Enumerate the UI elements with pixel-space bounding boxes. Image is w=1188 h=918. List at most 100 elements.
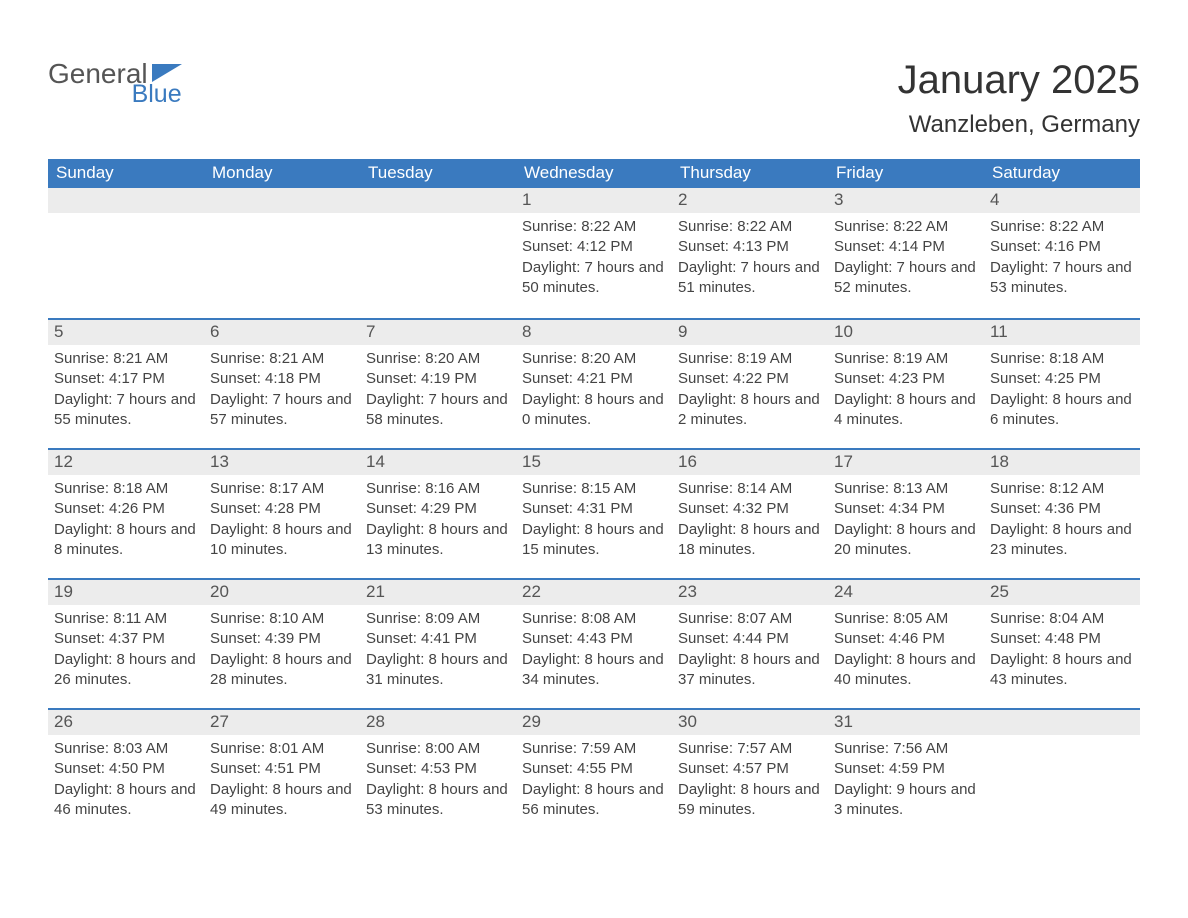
day-body: Sunrise: 8:22 AMSunset: 4:14 PMDaylight:… bbox=[828, 213, 984, 316]
day-cell: 31Sunrise: 7:56 AMSunset: 4:59 PMDayligh… bbox=[828, 710, 984, 838]
day-number: 30 bbox=[672, 710, 828, 735]
day-body: Sunrise: 8:19 AMSunset: 4:23 PMDaylight:… bbox=[828, 345, 984, 448]
day-number: 21 bbox=[360, 580, 516, 605]
day-number: 17 bbox=[828, 450, 984, 475]
day-body: Sunrise: 7:56 AMSunset: 4:59 PMDaylight:… bbox=[828, 735, 984, 838]
sunrise-line: Sunrise: 8:22 AM bbox=[834, 217, 978, 237]
day-number: 29 bbox=[516, 710, 672, 735]
day-body: Sunrise: 8:21 AMSunset: 4:17 PMDaylight:… bbox=[48, 345, 204, 448]
day-number: 6 bbox=[204, 320, 360, 345]
day-number: 9 bbox=[672, 320, 828, 345]
header: General Blue January 2025 Wanzleben, Ger… bbox=[48, 30, 1140, 145]
day-cell: 5Sunrise: 8:21 AMSunset: 4:17 PMDaylight… bbox=[48, 320, 204, 448]
day-cell: 14Sunrise: 8:16 AMSunset: 4:29 PMDayligh… bbox=[360, 450, 516, 578]
sunrise-line: Sunrise: 8:13 AM bbox=[834, 479, 978, 499]
sunrise-line: Sunrise: 8:19 AM bbox=[678, 349, 822, 369]
day-cell: 17Sunrise: 8:13 AMSunset: 4:34 PMDayligh… bbox=[828, 450, 984, 578]
blank-day bbox=[204, 188, 360, 213]
day-cell: 23Sunrise: 8:07 AMSunset: 4:44 PMDayligh… bbox=[672, 580, 828, 708]
day-number: 11 bbox=[984, 320, 1140, 345]
weekday-header: Sunday bbox=[48, 159, 204, 188]
sunset-line: Sunset: 4:55 PM bbox=[522, 759, 666, 779]
daylight-line: Daylight: 8 hours and 43 minutes. bbox=[990, 650, 1134, 691]
daylight-line: Daylight: 8 hours and 8 minutes. bbox=[54, 520, 198, 561]
sunrise-line: Sunrise: 8:05 AM bbox=[834, 609, 978, 629]
sunset-line: Sunset: 4:26 PM bbox=[54, 499, 198, 519]
weekday-header: Thursday bbox=[672, 159, 828, 188]
day-body: Sunrise: 8:17 AMSunset: 4:28 PMDaylight:… bbox=[204, 475, 360, 578]
weekday-header: Tuesday bbox=[360, 159, 516, 188]
day-cell: 7Sunrise: 8:20 AMSunset: 4:19 PMDaylight… bbox=[360, 320, 516, 448]
day-body: Sunrise: 8:14 AMSunset: 4:32 PMDaylight:… bbox=[672, 475, 828, 578]
weekday-header: Friday bbox=[828, 159, 984, 188]
sunset-line: Sunset: 4:37 PM bbox=[54, 629, 198, 649]
sunset-line: Sunset: 4:32 PM bbox=[678, 499, 822, 519]
day-body: Sunrise: 8:09 AMSunset: 4:41 PMDaylight:… bbox=[360, 605, 516, 708]
day-cell: 30Sunrise: 7:57 AMSunset: 4:57 PMDayligh… bbox=[672, 710, 828, 838]
week-row: 5Sunrise: 8:21 AMSunset: 4:17 PMDaylight… bbox=[48, 318, 1140, 448]
day-number: 28 bbox=[360, 710, 516, 735]
daylight-line: Daylight: 8 hours and 53 minutes. bbox=[366, 780, 510, 821]
day-number: 1 bbox=[516, 188, 672, 213]
blank-day bbox=[48, 188, 204, 213]
title-block: January 2025 Wanzleben, Germany bbox=[898, 30, 1140, 145]
day-number: 15 bbox=[516, 450, 672, 475]
day-body: Sunrise: 8:21 AMSunset: 4:18 PMDaylight:… bbox=[204, 345, 360, 448]
day-number: 24 bbox=[828, 580, 984, 605]
sunrise-line: Sunrise: 7:56 AM bbox=[834, 739, 978, 759]
sunset-line: Sunset: 4:51 PM bbox=[210, 759, 354, 779]
sunset-line: Sunset: 4:43 PM bbox=[522, 629, 666, 649]
sunset-line: Sunset: 4:21 PM bbox=[522, 369, 666, 389]
day-body: Sunrise: 8:20 AMSunset: 4:21 PMDaylight:… bbox=[516, 345, 672, 448]
day-number: 20 bbox=[204, 580, 360, 605]
blank-day bbox=[360, 188, 516, 213]
day-number: 10 bbox=[828, 320, 984, 345]
day-body: Sunrise: 8:18 AMSunset: 4:25 PMDaylight:… bbox=[984, 345, 1140, 448]
day-body: Sunrise: 8:22 AMSunset: 4:16 PMDaylight:… bbox=[984, 213, 1140, 316]
day-cell: 21Sunrise: 8:09 AMSunset: 4:41 PMDayligh… bbox=[360, 580, 516, 708]
day-body: Sunrise: 8:05 AMSunset: 4:46 PMDaylight:… bbox=[828, 605, 984, 708]
day-cell bbox=[984, 710, 1140, 838]
sunset-line: Sunset: 4:39 PM bbox=[210, 629, 354, 649]
daylight-line: Daylight: 7 hours and 55 minutes. bbox=[54, 390, 198, 431]
day-cell: 19Sunrise: 8:11 AMSunset: 4:37 PMDayligh… bbox=[48, 580, 204, 708]
daylight-line: Daylight: 7 hours and 53 minutes. bbox=[990, 258, 1134, 299]
day-body: Sunrise: 8:16 AMSunset: 4:29 PMDaylight:… bbox=[360, 475, 516, 578]
day-cell: 27Sunrise: 8:01 AMSunset: 4:51 PMDayligh… bbox=[204, 710, 360, 838]
day-cell: 20Sunrise: 8:10 AMSunset: 4:39 PMDayligh… bbox=[204, 580, 360, 708]
day-cell: 16Sunrise: 8:14 AMSunset: 4:32 PMDayligh… bbox=[672, 450, 828, 578]
day-body: Sunrise: 8:13 AMSunset: 4:34 PMDaylight:… bbox=[828, 475, 984, 578]
day-number: 19 bbox=[48, 580, 204, 605]
day-number: 18 bbox=[984, 450, 1140, 475]
day-cell: 29Sunrise: 7:59 AMSunset: 4:55 PMDayligh… bbox=[516, 710, 672, 838]
daylight-line: Daylight: 8 hours and 31 minutes. bbox=[366, 650, 510, 691]
daylight-line: Daylight: 8 hours and 49 minutes. bbox=[210, 780, 354, 821]
day-cell: 24Sunrise: 8:05 AMSunset: 4:46 PMDayligh… bbox=[828, 580, 984, 708]
day-cell: 10Sunrise: 8:19 AMSunset: 4:23 PMDayligh… bbox=[828, 320, 984, 448]
week-row: 19Sunrise: 8:11 AMSunset: 4:37 PMDayligh… bbox=[48, 578, 1140, 708]
daylight-line: Daylight: 8 hours and 20 minutes. bbox=[834, 520, 978, 561]
weekday-header: Monday bbox=[204, 159, 360, 188]
sunrise-line: Sunrise: 8:14 AM bbox=[678, 479, 822, 499]
sunset-line: Sunset: 4:46 PM bbox=[834, 629, 978, 649]
day-cell: 2Sunrise: 8:22 AMSunset: 4:13 PMDaylight… bbox=[672, 188, 828, 318]
day-body: Sunrise: 8:04 AMSunset: 4:48 PMDaylight:… bbox=[984, 605, 1140, 708]
weekday-header: Saturday bbox=[984, 159, 1140, 188]
day-number: 2 bbox=[672, 188, 828, 213]
day-number: 4 bbox=[984, 188, 1140, 213]
sunrise-line: Sunrise: 8:12 AM bbox=[990, 479, 1134, 499]
day-body: Sunrise: 8:18 AMSunset: 4:26 PMDaylight:… bbox=[48, 475, 204, 578]
day-cell: 22Sunrise: 8:08 AMSunset: 4:43 PMDayligh… bbox=[516, 580, 672, 708]
sunrise-line: Sunrise: 8:09 AM bbox=[366, 609, 510, 629]
day-cell: 12Sunrise: 8:18 AMSunset: 4:26 PMDayligh… bbox=[48, 450, 204, 578]
day-cell: 6Sunrise: 8:21 AMSunset: 4:18 PMDaylight… bbox=[204, 320, 360, 448]
day-body: Sunrise: 7:57 AMSunset: 4:57 PMDaylight:… bbox=[672, 735, 828, 838]
day-cell: 15Sunrise: 8:15 AMSunset: 4:31 PMDayligh… bbox=[516, 450, 672, 578]
location-label: Wanzleben, Germany bbox=[898, 111, 1140, 139]
sunset-line: Sunset: 4:48 PM bbox=[990, 629, 1134, 649]
sunrise-line: Sunrise: 8:22 AM bbox=[990, 217, 1134, 237]
blank-day bbox=[984, 710, 1140, 735]
sunset-line: Sunset: 4:36 PM bbox=[990, 499, 1134, 519]
day-body: Sunrise: 8:11 AMSunset: 4:37 PMDaylight:… bbox=[48, 605, 204, 708]
calendar-page: General Blue January 2025 Wanzleben, Ger… bbox=[0, 0, 1188, 878]
